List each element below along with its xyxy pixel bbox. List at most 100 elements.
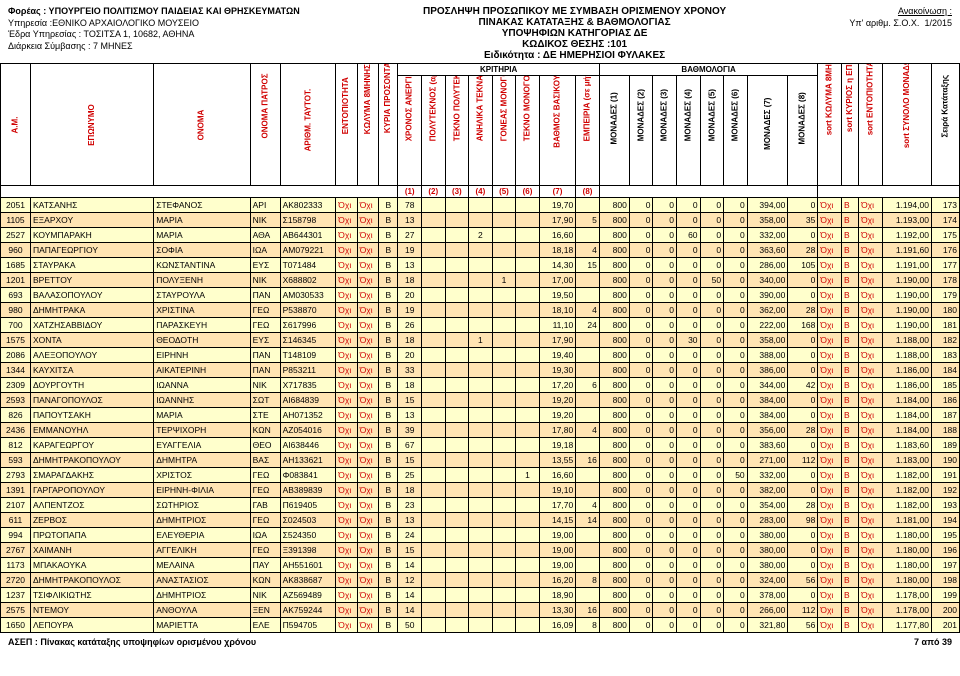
cell: Β [379,558,398,573]
table-row: 1105ΕΞΑΡΧΟΥΜΑΡΙΑΝΙΚΣ158798ΌχιΌχιΒ1317,90… [1,213,960,228]
col-m5: ΜΟΝΑΔΕΣ (5) [708,120,716,141]
cell [516,498,540,513]
cell: 0 [724,408,748,423]
cell: 800 [599,333,629,348]
cell: Β [841,423,858,438]
cell: 0 [724,423,748,438]
cell [421,483,445,498]
cell: 175 [931,228,959,243]
col-kyria: ΚΥΡΙΑ ΠΡΟΣΟΝΤΑ(1) / ΣΕΙΡΑ ΕΠΙΚΟΥΡΙΑΣ [384,116,392,132]
cell: 1.177,80 [882,618,931,633]
cell [421,513,445,528]
cell [469,423,493,438]
cell: 199 [931,588,959,603]
footer: ΑΣΕΠ : Πίνακας κατάταξης υποψηφίων ορισμ… [0,633,960,651]
cell: 24 [398,528,422,543]
cell [516,393,540,408]
header-left: Φορέας : ΥΠΟΥΡΓΕΙΟ ΠΟΛΙΤΙΣΜΟΥ ΠΑΙΔΕΙΑΣ Κ… [8,6,300,61]
cell [516,198,540,213]
cell [445,213,469,228]
cell: Β [841,498,858,513]
cell: 271,00 [747,453,788,468]
cell [445,378,469,393]
cell [421,333,445,348]
cell: 0 [653,438,677,453]
cell: Όχι [859,273,883,288]
cell [576,543,600,558]
col-kolyma: ΚΩΛΥΜΑ 8ΜΗΝΗΣ ΑΠΑΣΧΟΛΗΣΗΣ [364,115,372,133]
cell: 60 [676,228,700,243]
cell: 181 [931,318,959,333]
cell: Όχι [818,618,842,633]
cell: 0 [629,558,653,573]
cell: ΑΖ054016 [280,423,336,438]
cell [469,483,493,498]
cell: Όχι [357,573,378,588]
cell: 1.190,00 [882,303,931,318]
cell [492,213,516,228]
cell: 1391 [1,483,31,498]
cell: Όχι [357,498,378,513]
cell: ΑΜ079221 [280,243,336,258]
cell: Όχι [818,528,842,543]
cell: ΧΑΤΖΗΣΑΒΒΙΔΟΥ [30,318,153,333]
cell [445,198,469,213]
cell: Όχι [859,468,883,483]
cell: ΓΕΩ [250,468,280,483]
cell: 380,00 [747,543,788,558]
cell: 394,00 [747,198,788,213]
cell [469,528,493,543]
cell: Τ148109 [280,348,336,363]
cell: Όχι [859,483,883,498]
cell: Όχι [818,198,842,213]
cell: ΣΤΕ [250,408,280,423]
cell: 2720 [1,573,31,588]
table-row: 826ΠΑΠΟΥΤΣΑΚΗΜΑΡΙΑΣΤΕΑΗ071352ΌχιΌχιΒ1319… [1,408,960,423]
cell: ΑΝΘΟΥΛΑ [154,603,250,618]
cell: 0 [700,243,724,258]
cell [469,393,493,408]
cell: Β [841,573,858,588]
cell: 0 [700,423,724,438]
cell: Όχι [818,498,842,513]
cell: 0 [676,348,700,363]
k4: (4) [469,186,493,198]
cell: 0 [700,348,724,363]
cell: 17,00 [539,273,575,288]
cell: ΤΣΙΦΛΙΚΙΩΤΗΣ [30,588,153,603]
table-row: 2793ΣΜΑΡΑΓΔΑΚΗΣΧΡΙΣΤΟΣΓΕΩΦ083841ΌχιΌχιΒ2… [1,468,960,483]
col-am: Α.Μ. [11,111,19,138]
cell: 0 [724,288,748,303]
hdr-edra: Έδρα Υπηρεσίας : ΤΟΣΙΤΣΑ 1, 10682, ΑΘΗΝΑ [8,29,300,41]
cell: 0 [653,318,677,333]
cell: 321,80 [747,618,788,633]
cell: Όχι [859,408,883,423]
cell: 2593 [1,393,31,408]
cell: 35 [788,213,818,228]
k7: (7) [539,186,575,198]
cell: 383,60 [747,438,788,453]
cell [576,228,600,243]
cell [516,588,540,603]
cell [516,423,540,438]
cell: Όχι [357,303,378,318]
hr-sub: Υπ' αριθμ. Σ.Ο.Χ. 1/2015 [849,18,952,30]
cell: Β [379,348,398,363]
cell: ΑΙ684839 [280,393,336,408]
cell: 0 [676,423,700,438]
table-row: 2051ΚΑΤΣΑΝΗΣΣΤΕΦΑΝΟΣΑΡΙΑΚ802333ΌχιΌχιΒ78… [1,198,960,213]
cell [516,378,540,393]
cell: ΓΕΩ [250,318,280,333]
cell [421,363,445,378]
cell [576,393,600,408]
cell [492,258,516,273]
cell: 358,00 [747,213,788,228]
cell: Όχι [859,213,883,228]
cell: 0 [653,363,677,378]
k8: (8) [576,186,600,198]
cell: 56 [788,618,818,633]
col-s2: sort ΚΥΡΙΟΣ η ΕΠΙΚΟΥΡΙΚΟΣ ΠΙΝΑΚΑΣ [846,117,854,131]
hc-0: ΠΡΟΣΛΗΨΗ ΠΡΟΣΩΠΙΚΟΥ ΜΕ ΣΥΜΒΑΣΗ ΟΡΙΣΜΕΝΟΥ… [423,6,726,17]
cell [445,543,469,558]
cell: Όχι [818,273,842,288]
